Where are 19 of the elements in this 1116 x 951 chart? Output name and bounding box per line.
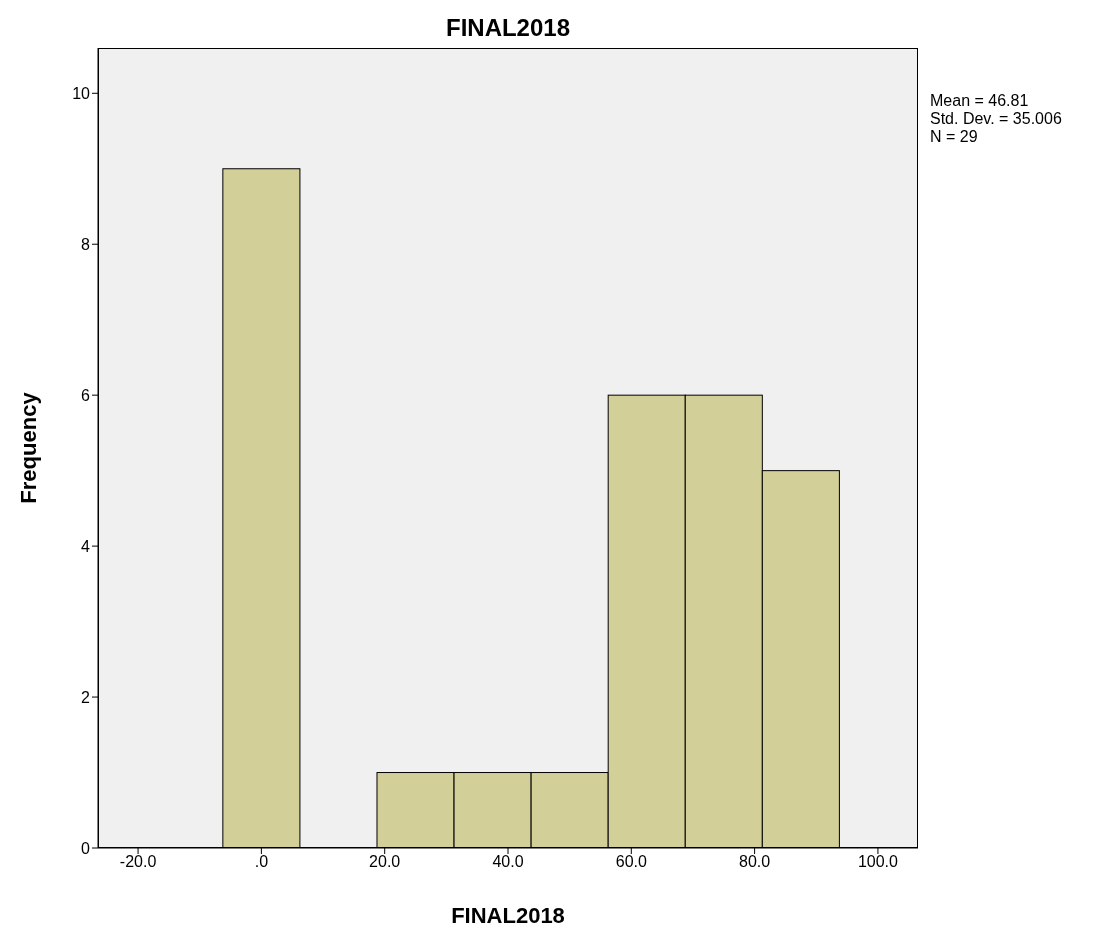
y-tick-label: 2 bbox=[81, 688, 91, 706]
y-tick-label: 4 bbox=[81, 537, 91, 555]
x-tick-label: 40.0 bbox=[492, 853, 524, 871]
y-tick-label: 6 bbox=[81, 386, 91, 404]
x-tick-label: 100.0 bbox=[857, 853, 899, 871]
y-tick-label: 8 bbox=[81, 235, 91, 253]
y-tick-label: 10 bbox=[72, 84, 91, 102]
y-tick-label: 0 bbox=[81, 839, 91, 857]
y-axis-title: Frequency bbox=[15, 391, 41, 504]
x-axis-title: FINAL2018 bbox=[451, 903, 565, 928]
x-tick-label: 80.0 bbox=[739, 853, 771, 871]
x-tick-label: -20.0 bbox=[119, 853, 157, 871]
x-tick-label: 60.0 bbox=[615, 853, 647, 871]
text: Std. Dev. = 35.006 bbox=[930, 110, 1062, 128]
chart-title: FINAL2018 bbox=[444, 14, 571, 42]
text: Mean = 46.81 bbox=[930, 92, 1030, 110]
x-tick-label: .0 bbox=[254, 853, 269, 871]
x-tick-label: 20.0 bbox=[369, 853, 401, 871]
text: N = 29 bbox=[930, 128, 979, 146]
